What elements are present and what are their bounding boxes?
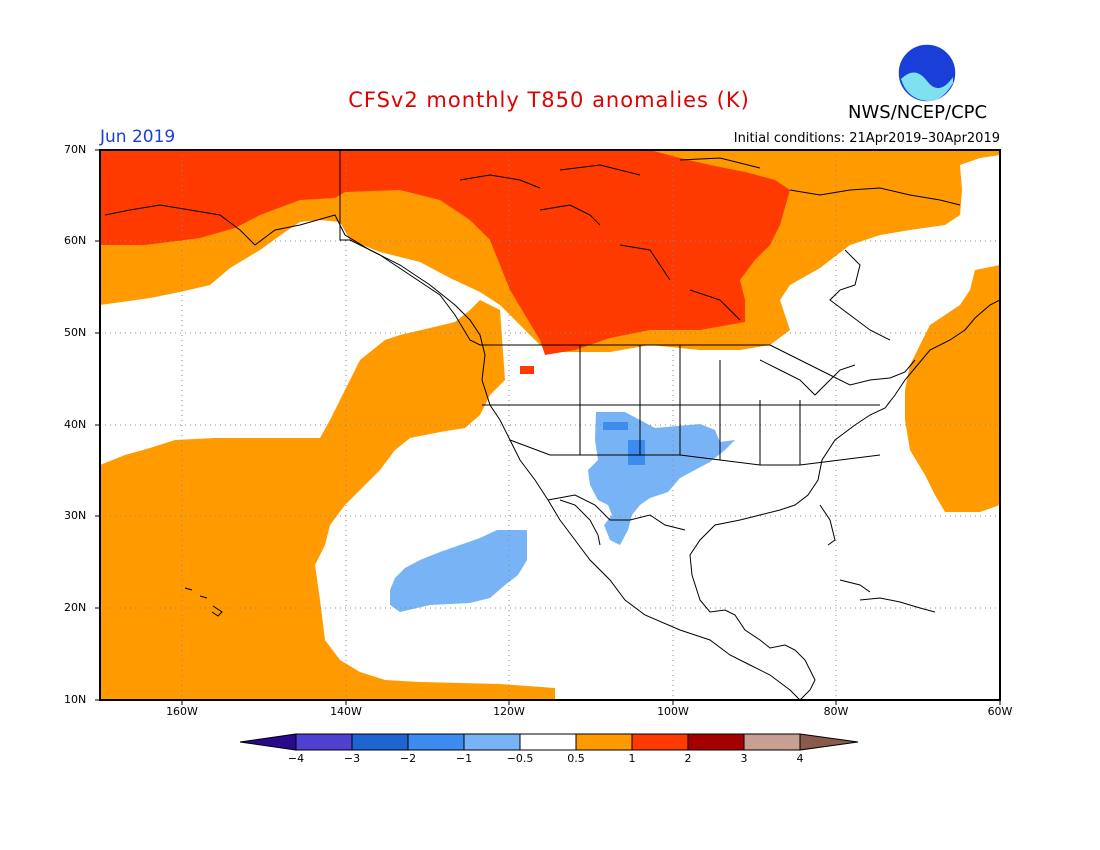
lat-label: 40N (64, 418, 87, 431)
colorbar-label: 0.5 (567, 752, 585, 765)
lat-label: 20N (64, 601, 87, 614)
lat-label: 10N (64, 693, 87, 706)
lon-label: 80W (823, 705, 849, 718)
orange-anomaly-atlantic (905, 265, 1000, 512)
orange-anomaly-pacific (100, 300, 555, 700)
lon-label: 120W (493, 705, 525, 718)
colorbar-swatch (463, 733, 521, 751)
lat-label: 70N (64, 143, 87, 156)
coastlines (104, 150, 1000, 700)
colorbar-swatch (295, 733, 353, 751)
colorbar-low-arrow (239, 733, 297, 751)
map-title: CFSv2 monthly T850 anomalies (K) (348, 88, 750, 112)
colorbar-label: 4 (796, 752, 804, 765)
colorbar-label: −2 (399, 752, 417, 765)
colorbar-label: −1 (455, 752, 473, 765)
agency-label: NWS/NCEP/CPC (848, 102, 988, 123)
noaa-logo-icon (897, 43, 957, 103)
lat-label: 60N (64, 234, 87, 247)
colorbar-swatch (407, 733, 465, 751)
colorbar-swatch (519, 733, 577, 751)
red-anomaly-patch (520, 366, 534, 374)
initial-conditions: Initial conditions: 21Apr2019–30Apr2019 (733, 131, 1000, 146)
colorbar-label: −4 (287, 752, 305, 765)
colorbar (239, 733, 859, 751)
colorbar-label: −0.5 (506, 752, 534, 765)
forecast-period: Jun 2019 (100, 127, 176, 147)
colorbar-swatch (575, 733, 633, 751)
colorbar-label: −3 (343, 752, 361, 765)
lon-label: 60W (987, 705, 1013, 718)
colorbar-label: 2 (684, 752, 692, 765)
lat-label: 50N (64, 326, 87, 339)
light-blue-anomaly-plains (588, 412, 735, 545)
lat-label: 30N (64, 509, 87, 522)
colorbar-label: 1 (628, 752, 636, 765)
colorbar-label: 3 (740, 752, 748, 765)
lon-label: 100W (657, 705, 689, 718)
colorbar-high-arrow (799, 733, 859, 751)
colorbar-swatch (743, 733, 801, 751)
mid-blue-anomaly-plains (603, 422, 645, 465)
light-blue-anomaly-pacific (390, 530, 527, 612)
axis-ticks (95, 149, 1001, 705)
colorbar-swatch (687, 733, 745, 751)
colorbar-swatch (351, 733, 409, 751)
red-anomaly-arctic (100, 150, 790, 355)
lat-lon-grid (100, 150, 1000, 700)
lon-label: 160W (166, 705, 198, 718)
lon-label: 140W (330, 705, 362, 718)
colorbar-swatch (631, 733, 689, 751)
